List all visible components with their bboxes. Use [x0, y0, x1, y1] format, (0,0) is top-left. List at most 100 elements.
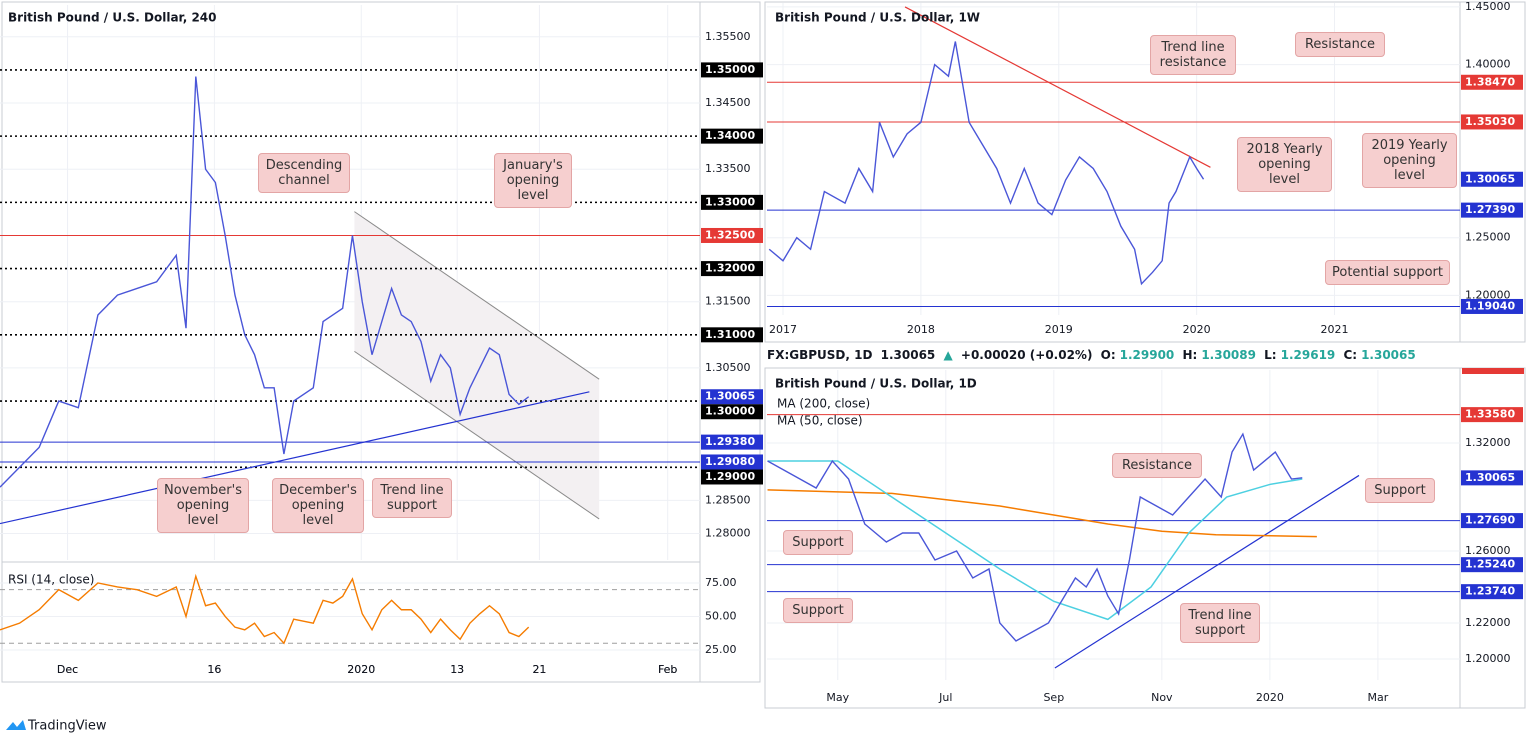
level-label-box [1461, 513, 1523, 529]
level-label-box [701, 194, 763, 210]
level-label: 1.34000 [705, 129, 755, 142]
top-right-frame [764, 1, 1526, 343]
x-tick-label: Jul [938, 691, 952, 704]
y-tick-label: 1.28000 [705, 527, 751, 540]
level-label-box [701, 434, 763, 450]
level-label: 1.30065 [1465, 172, 1515, 185]
callout: Trend line support [372, 478, 452, 518]
chart-title: RSI (14, close) [8, 573, 94, 587]
callout: November's opening level [157, 478, 249, 533]
callout: Support [783, 598, 853, 623]
callout: Support [783, 530, 853, 555]
y-tick-label: 1.25000 [1465, 231, 1511, 244]
ma-line [767, 460, 1303, 621]
callout: 2018 Yearly opening level [1237, 137, 1332, 192]
legend-entry: MA (200, close) [777, 397, 870, 411]
y-tick-label: 1.26000 [1465, 544, 1511, 557]
price-line [0, 76, 530, 488]
quote-line: FX:GBPUSD, 1D 1.30065 ▲ +0.00020 (+0.02%… [767, 348, 1420, 362]
level-label-box [701, 327, 763, 343]
y-tick-label: 1.34500 [705, 96, 751, 109]
y-tick-label: 1.28500 [705, 493, 751, 506]
chart-title: British Pound / U.S. Dollar, 240 [8, 11, 217, 25]
y-tick-label: 1.40000 [1465, 58, 1511, 71]
ohlc-value: 1.30065 [1361, 348, 1416, 362]
level-label-box [1461, 171, 1523, 187]
level-label: 1.35000 [705, 63, 755, 76]
x-tick-label: 21 [532, 663, 546, 676]
x-tick-label: Dec [57, 663, 78, 676]
level-label: 1.35030 [1465, 115, 1515, 128]
ohlc-key: O: [1100, 348, 1116, 362]
level-label: 1.29080 [705, 455, 755, 468]
symbol: FX:GBPUSD, 1D [767, 348, 873, 362]
x-tick-label: 2017 [769, 323, 797, 336]
x-tick-label: Sep [1043, 691, 1064, 704]
callout: January's opening level [494, 153, 572, 208]
level-label: 1.30065 [705, 390, 755, 403]
level-label: 1.32000 [705, 262, 755, 275]
callout: Trend line resistance [1150, 35, 1236, 75]
x-tick-label: 2020 [1183, 323, 1211, 336]
channel-line [354, 211, 600, 380]
x-tick-label: 2018 [907, 323, 935, 336]
ma-line [767, 489, 1317, 538]
y-tick-label: 1.45000 [1465, 0, 1511, 13]
y-tick-label: 1.33500 [705, 162, 751, 175]
level-label: 1.29000 [705, 470, 755, 483]
level-label-box [1461, 557, 1523, 573]
x-tick-label: 2020 [347, 663, 375, 676]
bottom-right-frame [764, 367, 1526, 709]
level-label-box [1461, 202, 1523, 218]
y-tick-label: 1.30500 [705, 361, 751, 374]
callout: Resistance [1295, 32, 1385, 57]
x-tick-label: 21 [532, 663, 546, 676]
level-label: 1.27690 [1465, 514, 1515, 527]
y-tick-label: 1.22000 [1465, 616, 1511, 629]
change-arrow: ▲ [943, 348, 953, 362]
x-tick-label: 16 [207, 663, 221, 676]
level-label: 1.29380 [705, 435, 755, 448]
level-label: 1.32500 [705, 228, 755, 241]
x-tick-label: 2020 [347, 663, 375, 676]
y-tick-label: 75.00 [705, 576, 737, 589]
x-tick-label: May [826, 691, 849, 704]
x-tick-label: 13 [450, 663, 464, 676]
offscreen-level [1462, 368, 1524, 374]
callout: Potential support [1325, 260, 1450, 285]
last-price: 1.30065 [880, 348, 936, 362]
x-tick-label: 2020 [1256, 691, 1284, 704]
y-tick-label: 1.32000 [1465, 436, 1511, 449]
level-label-box [701, 469, 763, 485]
callout: Support [1365, 478, 1435, 503]
callout: Descending channel [258, 153, 350, 193]
y-tick-label: 1.31500 [705, 295, 751, 308]
level-label-box [701, 404, 763, 420]
level-label: 1.25240 [1465, 558, 1515, 571]
level-label-box [1461, 298, 1523, 314]
x-tick-label: 13 [450, 663, 464, 676]
price-line [768, 41, 1205, 286]
trend-line [904, 6, 1211, 168]
y-tick-label: 1.20000 [1465, 288, 1511, 301]
chart-title: British Pound / U.S. Dollar, 1D [775, 377, 977, 391]
y-tick-label: 1.20000 [1465, 652, 1511, 665]
y-tick-label: 25.00 [705, 643, 737, 656]
x-tick-label: Dec [57, 663, 78, 676]
ohlc-value: 1.30089 [1201, 348, 1256, 362]
logo: TradingView [4, 718, 107, 734]
level-label: 1.23740 [1465, 585, 1515, 598]
channel-line [354, 350, 600, 520]
trend-line [1054, 474, 1360, 669]
level-label: 1.38470 [1465, 75, 1515, 88]
level-label: 1.33580 [1465, 408, 1515, 421]
ohlc-value: 1.29619 [1280, 348, 1336, 362]
level-label: 1.31000 [705, 328, 755, 341]
level-label-box [1461, 470, 1523, 486]
x-tick-label: Feb [658, 663, 677, 676]
level-label-box [701, 261, 763, 277]
callout: Trend line support [1180, 603, 1260, 643]
level-label: 1.27390 [1465, 203, 1515, 216]
